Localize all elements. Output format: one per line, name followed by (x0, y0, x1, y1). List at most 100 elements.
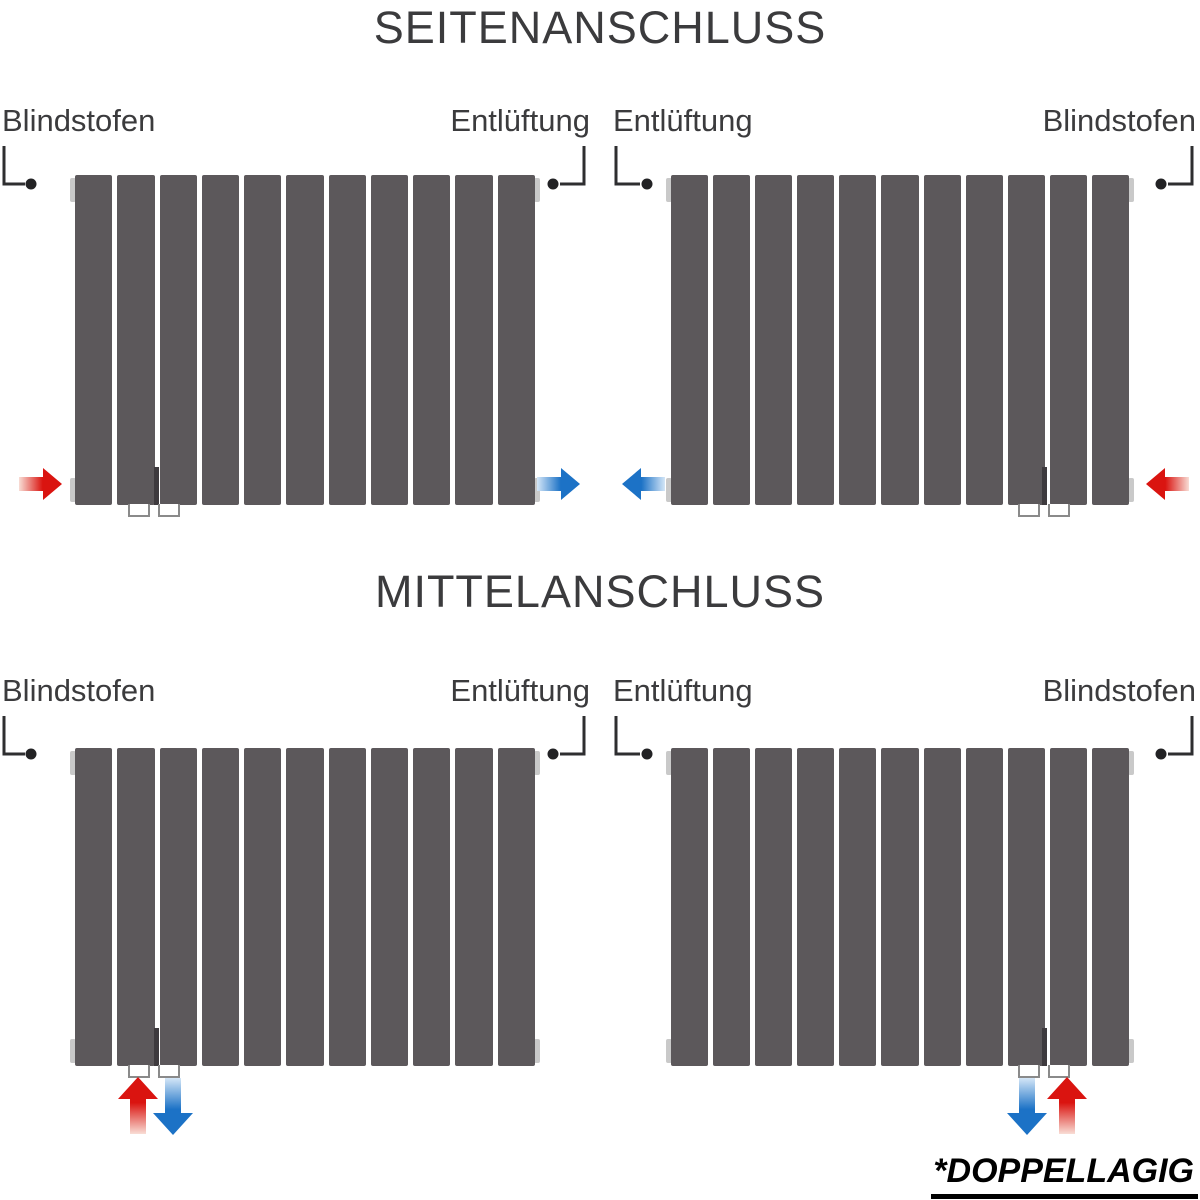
radiator-panel (755, 175, 793, 505)
leader-dot (25, 178, 37, 190)
endcap (70, 478, 76, 502)
leader-line (2, 146, 25, 186)
radiator-panel (965, 175, 1003, 505)
radiator-panel (1091, 748, 1130, 1066)
radiator-panel (713, 175, 751, 505)
radiator-panel (244, 175, 282, 505)
endcap (70, 1039, 76, 1063)
radiator-panel (413, 748, 451, 1066)
leader-line (1168, 716, 1194, 756)
endcap (534, 178, 540, 202)
leader-line (2, 716, 25, 756)
radiator-panel (671, 175, 709, 505)
label-air-vent: Entlüftung (450, 673, 590, 708)
endcap (666, 751, 672, 775)
cold-outflow-arrow-right-icon (537, 468, 580, 500)
hot-inflow-arrow-up-icon (118, 1077, 158, 1134)
double-layer-connector (1042, 1028, 1047, 1066)
leader-dot (547, 748, 559, 760)
radiator-panel (244, 748, 282, 1066)
connection-stub (158, 504, 180, 517)
endcap (70, 178, 76, 202)
radiator-panel (1007, 175, 1045, 505)
radiator-panel (755, 748, 793, 1066)
radiator-panel (671, 748, 709, 1066)
radiator-panel (923, 175, 961, 505)
radiator-panel (839, 748, 877, 1066)
label-air-vent: Entlüftung (613, 103, 753, 138)
radiator-panel (328, 748, 366, 1066)
cold-outflow-arrow-down-icon (153, 1078, 193, 1135)
endcap (666, 1039, 672, 1063)
radiator-panels (75, 175, 535, 505)
footnote-double-layer: *DOPPELLAGIG (931, 1152, 1198, 1199)
radiator-panel (713, 748, 751, 1066)
leader-line (614, 716, 640, 756)
radiator-panels (671, 748, 1130, 1066)
endcap (70, 751, 76, 775)
radiator-panel (497, 175, 535, 505)
section-title-side-connection: SEITENANSCHLUSS (373, 2, 827, 53)
label-air-vent: Entlüftung (613, 673, 753, 708)
leader-line (560, 716, 586, 756)
radiator-panel (117, 175, 155, 505)
connection-stub (1018, 1065, 1040, 1078)
radiator-panel (797, 175, 835, 505)
radiator-panel (75, 175, 113, 505)
leader-line (614, 146, 640, 186)
endcap (1128, 478, 1134, 502)
label-blind-plug: Blindstofen (2, 103, 156, 138)
radiator-panel (455, 748, 493, 1066)
connection-stub (1048, 1065, 1070, 1078)
radiator-panel (370, 748, 409, 1066)
connection-stub (128, 1065, 150, 1078)
connection-stub (128, 504, 150, 517)
radiator-side-connection-right (666, 175, 1134, 517)
connection-stub (1018, 504, 1040, 517)
hot-inflow-arrow-right-icon (19, 468, 62, 500)
radiator-panel (497, 748, 535, 1066)
radiator-panels (671, 175, 1130, 505)
leader-line (560, 146, 586, 186)
cold-outflow-arrow-down-icon (1007, 1078, 1047, 1135)
radiator-panel (159, 748, 197, 1066)
hot-inflow-arrow-up-icon (1047, 1077, 1087, 1134)
endcap (666, 178, 672, 202)
double-layer-connector (154, 1028, 159, 1066)
double-layer-connector (154, 467, 159, 505)
endcap (1128, 751, 1134, 775)
radiator-panel (965, 748, 1003, 1066)
radiator-panel (370, 175, 409, 505)
radiator-panel (328, 175, 366, 505)
radiator-panel (923, 748, 961, 1066)
radiator-panel (75, 748, 113, 1066)
radiator-panels (75, 748, 535, 1066)
radiator-panel (286, 175, 324, 505)
leader-dot (547, 178, 559, 190)
label-blind-plug: Blindstofen (1042, 673, 1196, 708)
radiator-panel (455, 175, 493, 505)
leader-dot (641, 748, 653, 760)
radiator-panel (159, 175, 197, 505)
endcap (534, 1039, 540, 1063)
endcap (1128, 1039, 1134, 1063)
leader-line (1168, 146, 1194, 186)
leader-dot (1155, 178, 1167, 190)
radiator-panel (413, 175, 451, 505)
radiator-panel (1091, 175, 1130, 505)
radiator-panel (881, 748, 919, 1066)
endcap (534, 751, 540, 775)
hot-inflow-arrow-left-icon (1146, 468, 1189, 500)
connection-stub (1048, 504, 1070, 517)
cold-outflow-arrow-left-icon (622, 468, 665, 500)
radiator-panel (201, 748, 240, 1066)
connection-stub (158, 1065, 180, 1078)
endcap (1128, 178, 1134, 202)
double-layer-connector (1042, 467, 1047, 505)
radiator-panel (797, 748, 835, 1066)
label-blind-plug: Blindstofen (2, 673, 156, 708)
radiator-panel (117, 748, 155, 1066)
leader-dot (641, 178, 653, 190)
radiator-panel (201, 175, 240, 505)
